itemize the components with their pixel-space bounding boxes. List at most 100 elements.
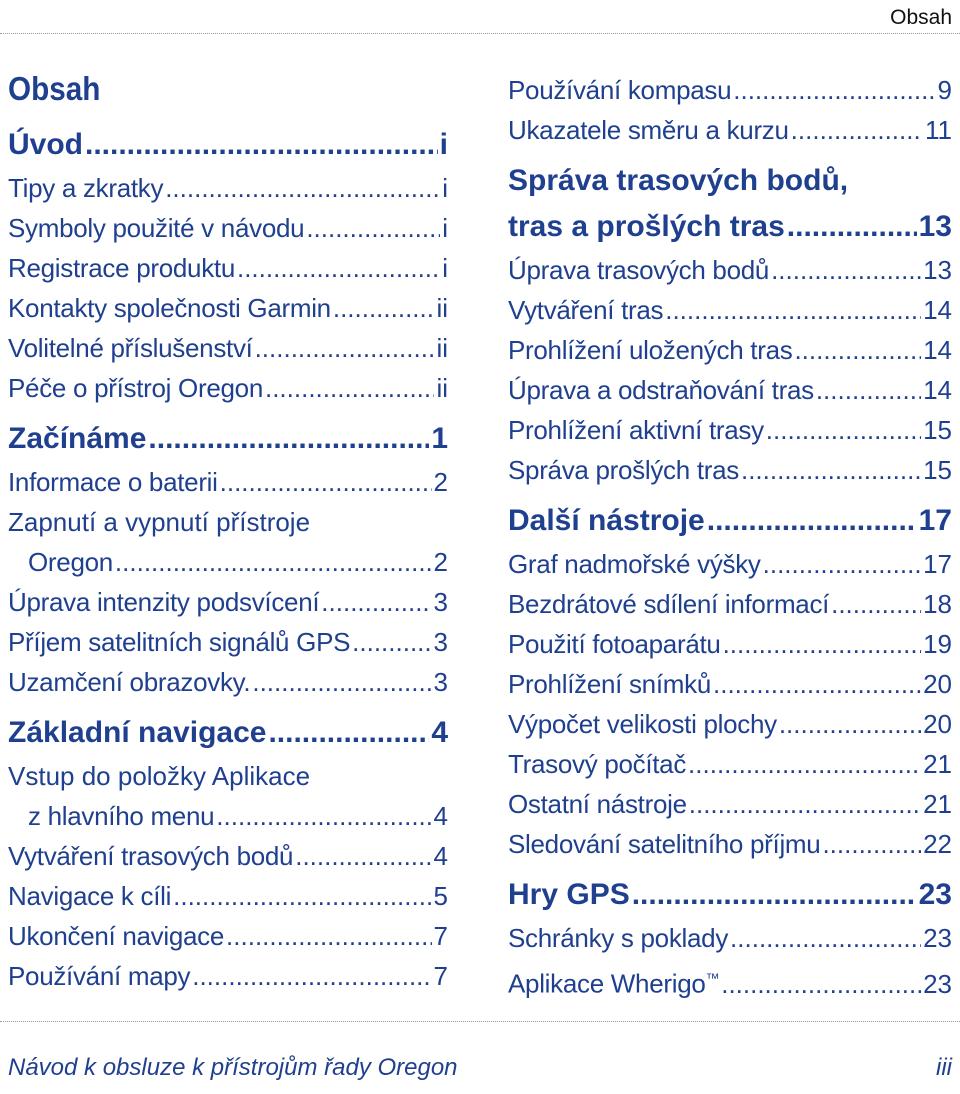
leader-dots: [85, 122, 438, 168]
toc-item[interactable]: Příjem satelitních signálů GPS3: [8, 622, 448, 662]
toc-item[interactable]: Úprava intenzity podsvícení3: [8, 582, 448, 622]
toc-item-line1[interactable]: Zapnutí a vypnutí přístroje: [8, 507, 311, 537]
leader-dots: [252, 662, 431, 702]
leader-dots: [763, 544, 921, 584]
toc-item[interactable]: Úprava trasových bodů13: [508, 250, 952, 290]
section-page: 1: [431, 422, 448, 455]
leader-dots: [632, 872, 917, 918]
leader-dots: [689, 784, 921, 824]
toc-item[interactable]: Ostatní nástroje21: [508, 784, 952, 824]
leader-dots: [771, 250, 921, 290]
toc-item[interactable]: Ukazatele směru a kurzu11: [508, 110, 952, 150]
header-divider: [0, 33, 960, 34]
leader-dots: [733, 70, 935, 110]
footer-divider: [0, 1021, 960, 1022]
leader-dots: [741, 450, 921, 490]
leader-dots: [779, 704, 921, 744]
toc-section-sprava[interactable]: tras a prošlých tras 13: [508, 204, 952, 250]
toc-item[interactable]: Navigace k cíli5: [8, 876, 448, 916]
toc-item[interactable]: Použití fotoaparátu19: [508, 624, 952, 664]
section-page: 17: [918, 504, 952, 537]
leader-dots: [766, 410, 921, 450]
toc-item[interactable]: Prohlížení snímků20: [508, 664, 952, 704]
leader-dots: [713, 664, 921, 704]
leader-dots: [665, 290, 921, 330]
toc-right-column: Používání kompasu9 Ukazatele směru a kur…: [508, 70, 952, 999]
leader-dots: [226, 916, 431, 956]
section-title: Úvod: [8, 128, 83, 161]
toc-item[interactable]: Oregon2: [8, 542, 448, 582]
footer-page-number: iii: [936, 1054, 952, 1081]
leader-dots: [730, 918, 921, 958]
toc-item[interactable]: Bezdrátové sdílení informací18: [508, 584, 952, 624]
toc-item[interactable]: Graf nadmořské výšky17: [508, 544, 952, 584]
leader-dots: [688, 744, 921, 784]
leader-dots: [295, 836, 431, 876]
leader-dots: [165, 168, 440, 208]
leader-dots: [707, 498, 917, 544]
leader-dots: [220, 462, 432, 502]
section-title: Další nástroje: [508, 504, 705, 537]
toc-item[interactable]: Volitelné příslušenstvíii: [8, 328, 448, 368]
toc-item[interactable]: Informace o baterii2: [8, 462, 448, 502]
leader-dots: [321, 582, 431, 622]
leader-dots: [333, 288, 435, 328]
toc-item[interactable]: Vytváření tras14: [508, 290, 952, 330]
toc-item[interactable]: Používání mapy7: [8, 956, 448, 996]
toc-section-uvod[interactable]: Úvod i: [8, 122, 448, 168]
leader-dots: [721, 964, 921, 1004]
toc-item[interactable]: Schránky s poklady23: [508, 918, 952, 958]
toc-item[interactable]: Tipy a zkratkyi: [8, 168, 448, 208]
toc-section-hry-gps[interactable]: Hry GPS 23: [508, 872, 952, 918]
section-title: tras a prošlých tras: [508, 210, 785, 243]
toc-section-dalsi-nastroje[interactable]: Další nástroje 17: [508, 498, 952, 544]
leader-dots: [265, 368, 434, 408]
leader-dots: [723, 624, 922, 664]
leader-dots: [816, 370, 921, 410]
leader-dots: [794, 330, 921, 370]
toc-item[interactable]: Prohlížení aktivní trasy15: [508, 410, 952, 450]
toc-item[interactable]: Úprava a odstraňování tras14: [508, 370, 952, 410]
leader-dots: [791, 110, 923, 150]
section-title: Základní navigace: [8, 716, 267, 749]
toc-item[interactable]: Vytváření trasových bodů4: [8, 836, 448, 876]
trademark-symbol: ™: [705, 970, 720, 986]
section-title: Začínáme: [8, 422, 147, 455]
leader-dots: [822, 824, 921, 864]
section-page: 13: [918, 210, 952, 243]
leader-dots: [352, 622, 431, 662]
toc-item[interactable]: Prohlížení uložených tras14: [508, 330, 952, 370]
section-title: Hry GPS: [508, 878, 630, 911]
leader-dots: [148, 416, 429, 462]
toc-item[interactable]: Trasový počítač21: [508, 744, 952, 784]
toc-item[interactable]: Symboly použité v návodui: [8, 208, 448, 248]
toc-item[interactable]: Ukončení navigace7: [8, 916, 448, 956]
leader-dots: [268, 710, 429, 756]
toc-section-zaciname[interactable]: Začínáme 1: [8, 416, 448, 462]
toc-item[interactable]: Používání kompasu9: [508, 70, 952, 110]
toc-item[interactable]: Výpočet velikosti plochy20: [508, 704, 952, 744]
leader-dots: [216, 796, 431, 836]
toc-item[interactable]: Správa prošlých tras15: [508, 450, 952, 490]
leader-dots: [115, 542, 432, 582]
toc-item-line1[interactable]: Vstup do položky Aplikace: [8, 761, 311, 791]
toc-section-sprava-line1[interactable]: Správa trasových bodů,: [508, 164, 849, 197]
toc-section-zakladni-navigace[interactable]: Základní navigace 4: [8, 710, 448, 756]
toc-item[interactable]: Sledování satelitního příjmu22: [508, 824, 952, 864]
toc-title: Obsah: [8, 70, 101, 107]
leader-dots: [831, 584, 921, 624]
section-page: 23: [918, 878, 952, 911]
running-header: Obsah: [890, 6, 952, 29]
toc-item[interactable]: Registrace produktui: [8, 248, 448, 288]
toc-item[interactable]: z hlavního menu4: [8, 796, 448, 836]
leader-dots: [192, 956, 431, 996]
toc-item[interactable]: Uzamčení obrazovky.3: [8, 662, 448, 702]
leader-dots: [306, 208, 440, 248]
section-page: 4: [431, 716, 448, 749]
toc-item[interactable]: Kontakty společnosti Garminii: [8, 288, 448, 328]
toc-item[interactable]: Aplikace Wherigo™23: [508, 958, 952, 999]
leader-dots: [255, 328, 435, 368]
leader-dots: [173, 876, 431, 916]
leader-dots: [237, 248, 440, 288]
